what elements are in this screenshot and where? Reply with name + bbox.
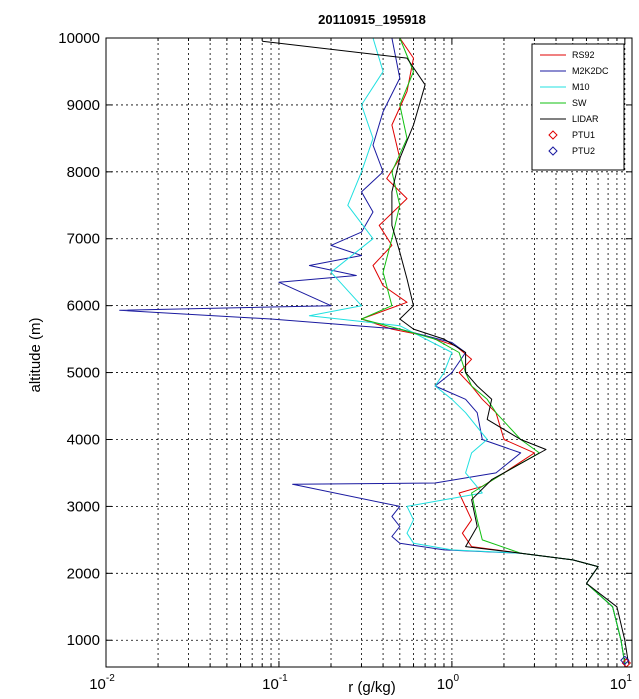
y-tick-label: 1000 (67, 632, 100, 649)
y-tick-label: 3000 (67, 498, 100, 515)
legend-box (531, 43, 625, 171)
legend-label: LIDAR (572, 114, 599, 124)
x-tick-label: 100 (437, 673, 460, 693)
x-tick-label: 10-1 (262, 673, 288, 693)
legend-label: PTU2 (572, 146, 595, 156)
series-marker-ptu2 (620, 655, 630, 666)
legend-swatch (548, 146, 558, 156)
legend-label: PTU1 (572, 130, 595, 140)
plot-area: 1000 2000 3000 4000 5000 6000 7000 8000 9000 1000… (58, 30, 633, 693)
y-tick-label: 9000 (67, 97, 100, 114)
chart-title: 20110915_195918 (318, 12, 426, 27)
y-tick-label: 8000 (67, 164, 100, 181)
y-tick-label: 10000 (58, 30, 100, 47)
x-tick-label: 101 (610, 673, 633, 693)
y-tick-label: 2000 (67, 565, 100, 582)
y-tick-label: 6000 (67, 298, 100, 315)
legend-label: RS92 (572, 50, 595, 60)
legend-label: M10 (572, 82, 590, 92)
y-axis-label: altitude (m) (27, 317, 44, 392)
plot-frame (105, 37, 633, 668)
x-tick-label: 10-2 (89, 673, 115, 693)
legend: RS92 M2K2DC M10 SW LIDAR PTU1 PTU2 (531, 43, 625, 171)
y-tick-label: 5000 (67, 365, 100, 382)
legend-label: SW (572, 98, 587, 108)
y-tick-label: 4000 (67, 431, 100, 448)
legend-label: M2K2DC (572, 66, 609, 76)
y-tick-label: 7000 (67, 231, 100, 248)
x-axis-label: r (g/kg) (348, 679, 396, 696)
legend-swatch (548, 130, 558, 140)
series-line-lidar (262, 40, 629, 664)
